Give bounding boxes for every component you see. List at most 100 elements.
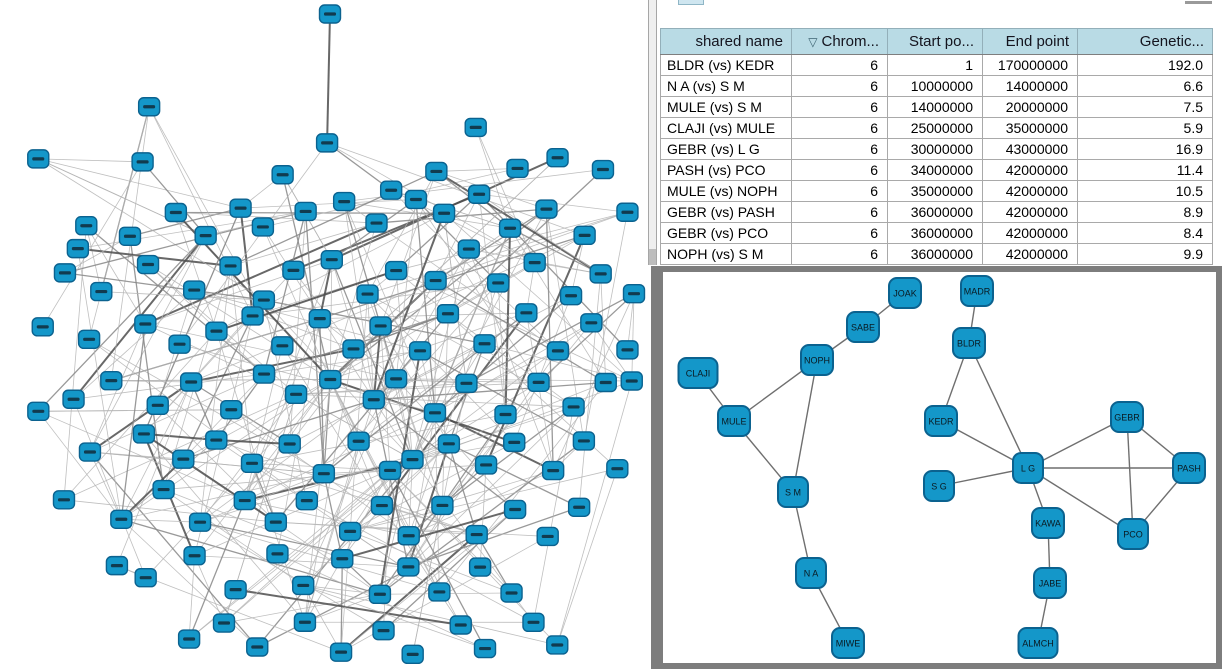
network-edge[interactable] (1126, 416, 1134, 535)
cell-value[interactable]: 36000000 (887, 222, 983, 244)
cell-value[interactable]: 10.5 (1077, 180, 1213, 202)
table-row[interactable]: BLDR (vs) KEDR 6 1 170000000 192.0 (660, 54, 1213, 76)
cell-value[interactable]: 36000000 (887, 201, 983, 223)
cell-value[interactable]: 30000000 (887, 138, 983, 160)
column-header-chrom[interactable]: ▽ Chrom... (791, 28, 888, 55)
table-row[interactable]: GEBR (vs) PCO 6 36000000 42000000 8.4 (660, 222, 1213, 244)
cell-value[interactable]: 20000000 (982, 96, 1078, 118)
network-edge (296, 382, 467, 395)
cell-shared-name[interactable]: CLAJI (vs) MULE (660, 117, 792, 139)
cell-value[interactable]: 5.9 (1077, 117, 1213, 139)
cell-value[interactable]: 6 (791, 75, 888, 97)
network-node-almch[interactable] (1017, 627, 1059, 659)
cell-value[interactable]: 7.5 (1077, 96, 1213, 118)
network-edge[interactable] (1027, 467, 1134, 535)
cell-value[interactable]: 6.6 (1077, 75, 1213, 97)
network-node-s-g[interactable] (923, 470, 955, 502)
cell-value[interactable]: 6 (791, 201, 888, 223)
node-label (406, 652, 419, 656)
column-header-start-po[interactable]: Start po... (887, 28, 983, 55)
cell-shared-name[interactable]: GEBR (vs) PCO (660, 222, 792, 244)
network-node-kedr[interactable] (924, 405, 958, 437)
cell-value[interactable]: 36000000 (887, 243, 983, 265)
network-node-kawa[interactable] (1031, 507, 1065, 539)
network-node-n-a[interactable] (795, 557, 827, 589)
cell-value[interactable]: 43000000 (982, 138, 1078, 160)
cell-value[interactable]: 6 (791, 117, 888, 139)
column-header-shared-name[interactable]: shared name (660, 28, 792, 55)
cell-value[interactable]: 6 (791, 222, 888, 244)
network-edge[interactable] (968, 342, 1029, 469)
network-node-s-m[interactable] (777, 476, 809, 508)
cell-value[interactable]: 34000000 (887, 159, 983, 181)
network-node-l-g[interactable] (1012, 452, 1044, 484)
table-row[interactable]: NOPH (vs) S M 6 36000000 42000000 9.9 (660, 243, 1213, 265)
cell-value[interactable]: 8.9 (1077, 201, 1213, 223)
cell-value[interactable]: 10000000 (887, 75, 983, 97)
cell-value[interactable]: 42000000 (982, 201, 1078, 223)
cell-shared-name[interactable]: PASH (vs) PCO (660, 159, 792, 181)
network-node-noph[interactable] (800, 344, 834, 376)
cell-value[interactable]: 42000000 (982, 243, 1078, 265)
cell-shared-name[interactable]: GEBR (vs) PASH (660, 201, 792, 223)
cell-value[interactable]: 14000000 (887, 96, 983, 118)
main-network-view[interactable] (0, 0, 648, 669)
network-node-gebr[interactable] (1110, 401, 1144, 433)
cell-value[interactable]: 6 (791, 159, 888, 181)
cell-value[interactable]: 35000000 (887, 180, 983, 202)
network-edge (329, 379, 359, 442)
network-node-claji[interactable] (677, 357, 719, 389)
panel-divider[interactable] (648, 0, 657, 265)
network-node-miwe[interactable] (831, 627, 865, 659)
table-row[interactable]: MULE (vs) S M 6 14000000 20000000 7.5 (660, 96, 1213, 118)
cell-value[interactable]: 42000000 (982, 159, 1078, 181)
network-edge[interactable] (792, 359, 818, 493)
network-node-madr[interactable] (960, 275, 994, 307)
network-edge (302, 378, 397, 586)
cell-value[interactable]: 9.9 (1077, 243, 1213, 265)
cell-shared-name[interactable]: N A (vs) S M (660, 75, 792, 97)
cell-shared-name[interactable]: MULE (vs) S M (660, 96, 792, 118)
node-label (324, 377, 337, 382)
network-node-jabe[interactable] (1033, 567, 1067, 599)
cell-value[interactable]: 14000000 (982, 75, 1078, 97)
cell-value[interactable]: 6 (791, 54, 888, 76)
table-row[interactable]: N A (vs) S M 6 10000000 14000000 6.6 (660, 75, 1213, 97)
cell-value[interactable]: 6 (791, 243, 888, 265)
cell-value[interactable]: 35000000 (982, 117, 1078, 139)
network-node-pco[interactable] (1117, 518, 1149, 550)
column-header-genetic[interactable]: Genetic... (1077, 28, 1213, 55)
network-node-bldr[interactable] (952, 327, 986, 359)
cell-shared-name[interactable]: GEBR (vs) L G (660, 138, 792, 160)
main-network-canvas[interactable] (0, 0, 648, 669)
network-node-sabe[interactable] (846, 311, 880, 343)
table-row[interactable]: CLAJI (vs) MULE 6 25000000 35000000 5.9 (660, 117, 1213, 139)
cell-value[interactable]: 6 (791, 96, 888, 118)
column-header-end-point[interactable]: End point (982, 28, 1078, 55)
network-node-mule[interactable] (717, 405, 751, 437)
table-row[interactable]: GEBR (vs) L G 6 30000000 43000000 16.9 (660, 138, 1213, 160)
cell-shared-name[interactable]: BLDR (vs) KEDR (660, 54, 792, 76)
cell-value[interactable]: 6 (791, 138, 888, 160)
cell-value[interactable]: 8.4 (1077, 222, 1213, 244)
cell-value[interactable]: 42000000 (982, 180, 1078, 202)
result-network-view[interactable]: JOAK SABE NOPH CLAJI MULE S M N A MIWE MADR BLDR K… (651, 266, 1222, 669)
cell-value[interactable]: 16.9 (1077, 138, 1213, 160)
network-node-joak[interactable] (888, 277, 922, 309)
cell-value[interactable]: 6 (791, 180, 888, 202)
node-label (325, 258, 338, 262)
table-row[interactable]: PASH (vs) PCO 6 34000000 42000000 11.4 (660, 159, 1213, 181)
network-node-pash[interactable] (1172, 452, 1206, 484)
result-network-canvas[interactable]: JOAK SABE NOPH CLAJI MULE S M N A MIWE MADR BLDR K… (663, 272, 1216, 663)
table-row[interactable]: GEBR (vs) PASH 6 36000000 42000000 8.9 (660, 201, 1213, 223)
cell-value[interactable]: 1 (887, 54, 983, 76)
table-row[interactable]: MULE (vs) NOPH 6 35000000 42000000 10.5 (660, 180, 1213, 202)
cell-value[interactable]: 170000000 (982, 54, 1078, 76)
cell-shared-name[interactable]: NOPH (vs) S M (660, 243, 792, 265)
cell-value[interactable]: 25000000 (887, 117, 983, 139)
cell-value[interactable]: 42000000 (982, 222, 1078, 244)
filter-icon[interactable]: ▽ (808, 35, 818, 49)
cell-value[interactable]: 192.0 (1077, 54, 1213, 76)
cell-shared-name[interactable]: MULE (vs) NOPH (660, 180, 792, 202)
cell-value[interactable]: 11.4 (1077, 159, 1213, 181)
